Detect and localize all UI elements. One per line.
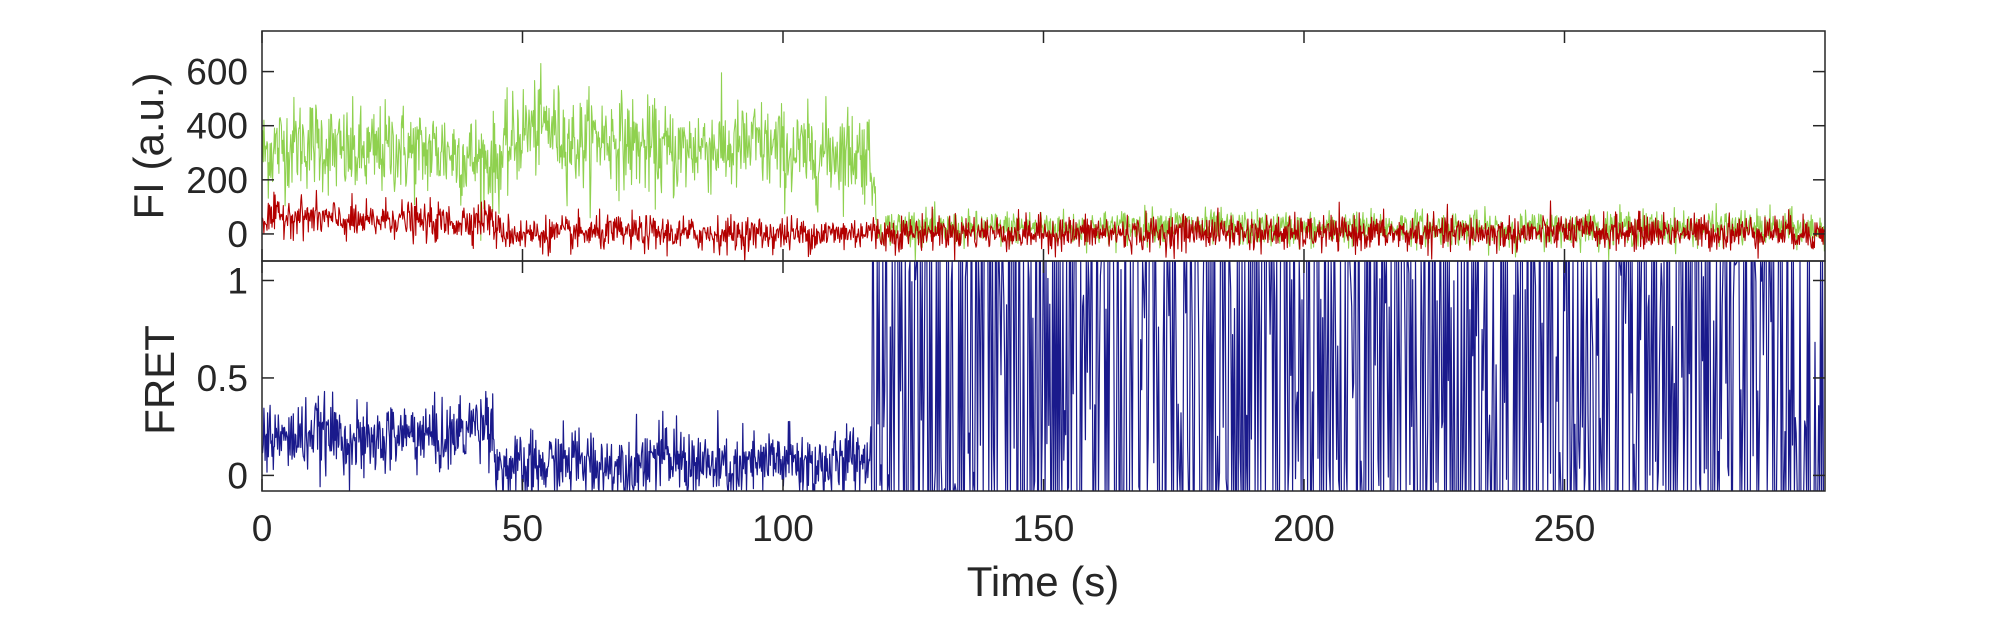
xtick-label: 0 [252,508,273,549]
top-ytick-label: 0 [227,214,248,255]
top-y-axis-label: FI (a.u.) [125,72,172,219]
bottom-y-ticks: 00.51 [197,260,1825,496]
bottom-y-axis-label: FRET [136,325,183,435]
top-ytick-label: 600 [186,52,248,93]
bottom-panel: 00.51 0 50 100 150 200 250 FRET Time (s) [136,260,1826,605]
x-axis-label: Time (s) [967,558,1119,605]
top-panel: 0 200 400 600 FI (a.u.) [125,30,1826,262]
xtick-label: 250 [1534,508,1596,549]
xtick-label: 100 [752,508,814,549]
bottom-series-group [262,261,1825,491]
top-series-group [262,62,1825,261]
bottom-ytick-label: 0.5 [197,358,248,399]
top-x-ticks [261,31,1566,261]
xtick-label: 50 [502,508,543,549]
top-series-line-1 [262,189,1825,261]
top-ytick-label: 200 [186,160,248,201]
bottom-x-ticks: 0 50 100 150 200 250 [252,261,1596,549]
top-ytick-label: 400 [186,106,248,147]
bottom-ytick-label: 0 [227,455,248,496]
xtick-label: 200 [1273,508,1335,549]
top-y-ticks: 0 200 400 600 [186,52,1825,255]
bottom-ytick-label: 1 [227,260,248,301]
bottom-series-line-0 [262,261,1825,491]
xtick-label: 150 [1013,508,1075,549]
